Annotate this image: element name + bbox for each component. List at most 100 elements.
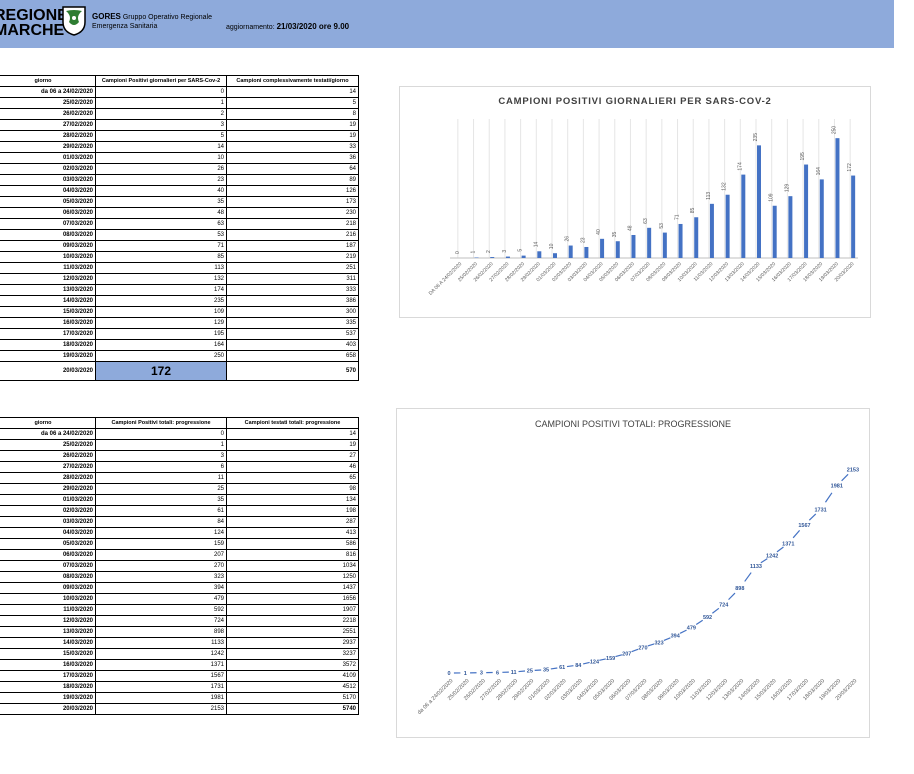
table-row: 19/03/2020 250 658 [0,350,359,362]
line-data-label: 270 [638,645,647,651]
table-cell: 1 [95,439,227,451]
bar [788,196,793,258]
table-row: 28/02/2020 11 65 [0,472,359,484]
table-cell: 10 [95,152,227,164]
table-row: 07/03/2020 270 1034 [0,560,359,572]
table-cell: 126 [226,185,359,197]
table-cell: 28/02/2020 [0,472,96,484]
table-cell: 198 [226,505,359,517]
table-row: 19/03/2020 1981 5170 [0,692,359,704]
table-cell: 25 [95,483,227,495]
table-cell: 132 [95,273,227,285]
table-row: 04/03/2020 124 413 [0,527,359,539]
table-row: 01/03/2020 10 36 [0,152,359,164]
table-row: 12/03/2020 132 311 [0,273,359,285]
table-header-cell: Campioni Positivi totali: progressione [95,417,227,429]
table-cell: 33 [226,141,359,153]
table-cell: 01/03/2020 [0,152,96,164]
table-cell: 15/03/2020 [0,306,96,318]
table-cell: 29/02/2020 [0,141,96,153]
table-cell: 335 [226,317,359,329]
bar-data-label: 235 [753,133,759,142]
table-cell: 25/02/2020 [0,97,96,109]
table-cell: 1250 [226,571,359,583]
table-cell: 11/03/2020 [0,604,96,616]
table-row: 25/02/2020 1 5 [0,97,359,109]
table-cell: 3572 [226,659,359,671]
bar-data-label: 40 [596,229,602,235]
table-header-cell: giorno [0,75,96,87]
table-row: 28/02/2020 5 19 [0,130,359,142]
table-cell: 323 [95,571,227,583]
line-segment [599,658,606,661]
org-info: GORES Gruppo Operativo Regionale Emergen… [92,12,212,31]
table-cell: 26/02/2020 [0,450,96,462]
line-segment [679,629,687,634]
line-data-label: 1981 [831,484,843,490]
line-data-label: 724 [719,603,729,609]
table-cell: 27/02/2020 [0,119,96,131]
table-row: 16/03/2020 1371 3572 [0,659,359,671]
table-cell: 4109 [226,670,359,682]
table-row: 02/03/2020 26 64 [0,163,359,175]
table-cell: 207 [95,549,227,561]
bar-chart-plot: 0DA 06 A 24/02/2020125/02/2020226/02/202… [428,119,858,297]
table-cell: 5740 [226,703,359,715]
table-cell: 28/02/2020 [0,130,96,142]
bar-data-label: 195 [800,152,806,161]
table-cell: 10/03/2020 [0,251,96,263]
table-cell: 1567 [95,670,227,682]
bar [741,174,746,258]
bar [819,179,824,258]
table-cell: 2218 [226,615,359,627]
table-cell: 26 [95,163,227,175]
bar-data-label: 53 [659,223,665,229]
table-cell: 27/02/2020 [0,461,96,473]
table-row: 03/03/2020 84 287 [0,516,359,528]
table-header-cell: giorno [0,417,96,429]
bar-data-label: 109 [769,193,775,202]
table-cell: 13/03/2020 [0,284,96,296]
table-cell: 124 [95,527,227,539]
cumulative-samples-table: giorno Campioni Positivi totali: progress… [0,417,359,715]
line-chart-plot: 0da 06 a 24/02/2020125/02/2020326/02/202… [417,467,859,715]
update-info: aggiornamento: 21/03/2020 ore 9.00 [226,22,349,31]
org-desc-2: Emergenza Sanitaria [92,23,158,30]
table-cell: 287 [226,516,359,528]
table-cell: 129 [95,317,227,329]
table-row: 29/02/2020 14 33 [0,141,359,153]
bar-data-label: 85 [690,207,696,213]
bar [490,257,495,258]
table-cell: 219 [226,251,359,263]
line-segment [841,473,849,482]
table-cell: da 06 a 24/02/2020 [0,86,96,98]
line-data-label: 61 [559,665,565,671]
table-cell: 25/02/2020 [0,439,96,451]
table-cell: 20/03/2020 [0,703,96,715]
table-cell: 71 [95,240,227,252]
table-cell: 300 [226,306,359,318]
update-value: 21/03/2020 ore 9.00 [276,22,350,31]
line-segment [808,513,817,521]
table-cell: 5170 [226,692,359,704]
table-last-row: 20/03/2020 172 570 [0,361,359,381]
table-header-cell: Campioni complessivamente testati/giorno [226,75,359,87]
region-emblem-icon [62,6,86,36]
table-cell: 53 [95,229,227,241]
table-cell: 14 [226,428,359,440]
line-data-label: 1371 [782,541,794,547]
table-cell: 48 [95,207,227,219]
table-cell: 06/03/2020 [0,549,96,561]
table-cell: 23 [95,174,227,186]
bar-data-label: 10 [549,243,555,249]
table-cell: 8 [226,108,359,120]
table-cell: 5 [226,97,359,109]
line-data-label: 1 [464,671,467,677]
table-cell: 19 [226,439,359,451]
table-cell: 03/03/2020 [0,516,96,528]
bar-data-label: 0 [455,251,461,254]
line-data-label: 323 [654,640,663,646]
table-cell: 173 [226,196,359,208]
table-cell: 0 [95,86,227,98]
table-row: 13/03/2020 174 333 [0,284,359,296]
